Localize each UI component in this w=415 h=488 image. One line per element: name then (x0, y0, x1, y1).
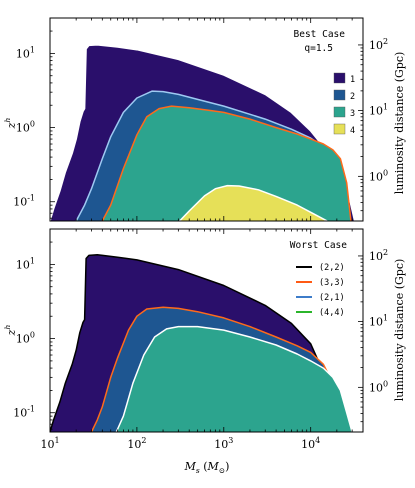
legend-label-0: (2,2) (319, 263, 345, 273)
legend-label-3: (4,4) (319, 308, 345, 318)
legend: 1 2 3 4 (333, 72, 355, 136)
y2-axis-label: luminosity distance (Gpc) (393, 52, 406, 195)
legend-label-2: 2 (350, 92, 355, 102)
y-tick-label: 101 (16, 256, 35, 271)
q-annotation: q=1.5 (304, 43, 333, 54)
legend: (2,2) (3,3) (2,1) (4,4) (296, 263, 345, 318)
series-area-4 (179, 185, 328, 221)
series-edge-2 (90, 306, 347, 432)
x-tick-label: 104 (301, 436, 320, 451)
series-area-3 (102, 106, 351, 221)
panel-best-case: 101 100 10-1 102 101 100 Best Case q=1.5 1 2 3 4… (3, 17, 406, 222)
panel-frame (49, 17, 364, 222)
svg-text:zh: zh (3, 325, 18, 337)
svg-text:luminosity distance (Gpc): luminosity distance (Gpc) (393, 259, 406, 402)
legend-swatch-4 (333, 123, 346, 135)
legend-swatch-1 (333, 72, 346, 84)
y2-tick-label: 100 (369, 168, 388, 183)
y2-axis-label: luminosity distance (Gpc) (393, 259, 406, 402)
panel-worst-case: 101 102 103 104 101 100 10-1 102 101 100 Worst Ca… (3, 228, 406, 475)
panel-title: Worst Case (290, 240, 347, 251)
y2-tick-label: 102 (369, 37, 388, 52)
panel-title: Best Case (294, 29, 346, 40)
legend-label-1: (3,3) (319, 278, 345, 288)
series-edge-3 (101, 105, 352, 221)
x-axis-label: Ms (M⊙) (184, 460, 230, 475)
x-tick-label: 101 (40, 436, 59, 451)
legend-swatch-2 (333, 89, 346, 101)
y-tick-label: 10-1 (13, 405, 35, 420)
series-edge-1 (50, 44, 356, 221)
legend-swatch-3 (333, 106, 346, 118)
panel-frame (49, 228, 364, 433)
svg-text:zh: zh (3, 118, 18, 130)
y2-tick-label: 101 (369, 313, 388, 328)
y2-tick-label: 100 (369, 379, 388, 394)
y2-tick-label: 102 (369, 248, 388, 263)
legend-label-4: 4 (350, 126, 355, 136)
y-tick-label: 100 (16, 331, 35, 346)
y-tick-label: 100 (16, 120, 35, 135)
x-tick-label: 103 (214, 436, 233, 451)
y2-tick-label: 101 (369, 102, 388, 117)
svg-text:luminosity distance (Gpc): luminosity distance (Gpc) (393, 52, 406, 195)
y-tick-label: 10-1 (13, 194, 35, 209)
series-edge-1 (50, 253, 336, 432)
legend-label-2: (2,1) (319, 293, 345, 303)
x-tick-label: 102 (127, 436, 146, 451)
series-edge-3 (115, 325, 353, 432)
legend-label-1: 1 (350, 75, 355, 85)
y-axis-label: zh (3, 118, 18, 130)
y-tick-label: 101 (16, 45, 35, 60)
legend-label-3: 3 (350, 109, 355, 119)
series-edge-4 (179, 184, 328, 221)
y-axis-label: zh (3, 325, 18, 337)
